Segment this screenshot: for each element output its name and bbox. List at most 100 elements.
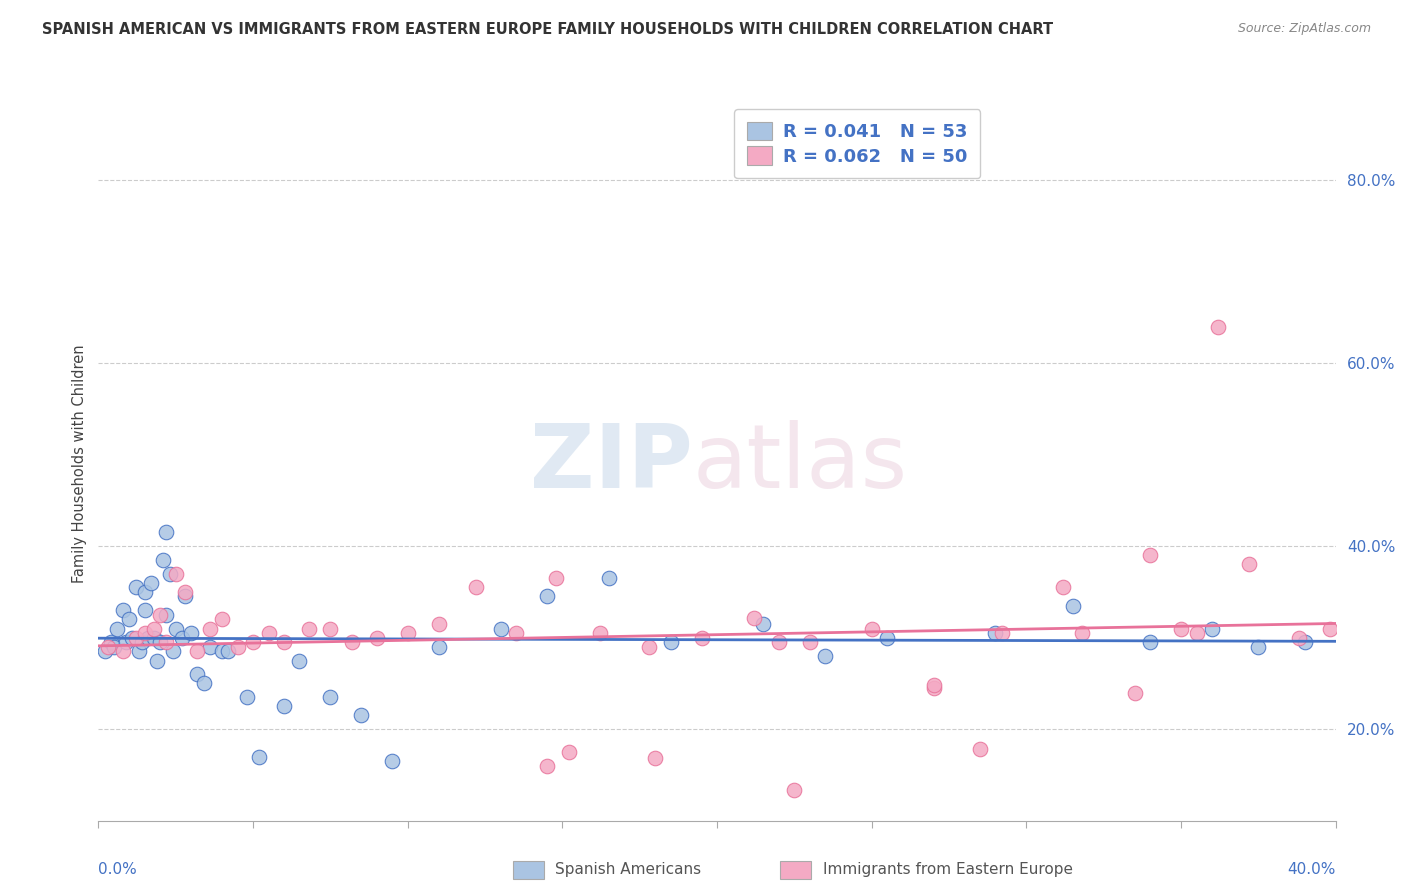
Point: [149, 607, 172, 622]
Point: [969, 742, 991, 756]
Point: [350, 708, 373, 723]
Point: [288, 654, 311, 668]
Point: [180, 626, 202, 640]
Point: [427, 616, 450, 631]
Point: [97, 640, 120, 654]
Point: [536, 758, 558, 772]
Point: [174, 585, 197, 599]
Point: [990, 626, 1012, 640]
Point: [247, 749, 270, 764]
Point: [1071, 626, 1094, 640]
Point: [198, 640, 221, 654]
Point: [211, 612, 233, 626]
Point: [1319, 622, 1341, 636]
Point: [799, 635, 821, 649]
Point: [860, 622, 883, 636]
Point: [103, 640, 125, 654]
Point: [112, 644, 135, 658]
Point: [536, 590, 558, 604]
Point: [159, 566, 181, 581]
Point: [366, 631, 388, 645]
Point: [1237, 558, 1260, 572]
Point: [155, 635, 177, 649]
Point: [115, 635, 138, 649]
Point: [198, 622, 221, 636]
Point: [193, 676, 215, 690]
Point: [162, 644, 184, 658]
Text: SPANISH AMERICAN VS IMMIGRANTS FROM EASTERN EUROPE FAMILY HOUSEHOLDS WITH CHILDR: SPANISH AMERICAN VS IMMIGRANTS FROM EAST…: [42, 22, 1053, 37]
Point: [638, 640, 661, 654]
Point: [1170, 622, 1192, 636]
Text: 0.0%: 0.0%: [98, 863, 138, 877]
Point: [1052, 580, 1074, 594]
Point: [139, 575, 162, 590]
Point: [1206, 319, 1229, 334]
Point: [1201, 622, 1223, 636]
Text: 40.0%: 40.0%: [1288, 863, 1336, 877]
Point: [1185, 626, 1208, 640]
Point: [226, 640, 249, 654]
Point: [174, 590, 197, 604]
Point: [396, 626, 419, 640]
Point: [381, 754, 404, 768]
Point: [922, 681, 945, 695]
Point: [134, 603, 156, 617]
Point: [659, 635, 682, 649]
Point: [319, 690, 342, 705]
Point: [752, 616, 775, 631]
Point: [546, 571, 568, 585]
Point: [427, 640, 450, 654]
Point: [211, 644, 233, 658]
Text: Source: ZipAtlas.com: Source: ZipAtlas.com: [1237, 22, 1371, 36]
Point: [598, 571, 620, 585]
Point: [136, 631, 159, 645]
Point: [1123, 685, 1146, 699]
Point: [489, 622, 512, 636]
Point: [1247, 640, 1270, 654]
Point: [146, 654, 169, 668]
Point: [170, 631, 193, 645]
Point: [557, 745, 579, 759]
Point: [1288, 631, 1310, 645]
Point: [128, 644, 150, 658]
Point: [186, 644, 208, 658]
Point: [93, 644, 115, 658]
Point: [121, 631, 143, 645]
Point: [1139, 549, 1161, 563]
Point: [152, 553, 174, 567]
Point: [783, 783, 806, 797]
Point: [298, 622, 321, 636]
Point: [922, 678, 945, 692]
Text: atlas: atlas: [692, 420, 907, 508]
Point: [112, 603, 135, 617]
Point: [257, 626, 280, 640]
Point: [242, 635, 264, 649]
Point: [124, 580, 146, 594]
Point: [100, 635, 122, 649]
Point: [1139, 635, 1161, 649]
Text: Immigrants from Eastern Europe: Immigrants from Eastern Europe: [823, 863, 1073, 877]
Point: [217, 644, 239, 658]
Point: [143, 622, 166, 636]
Point: [134, 585, 156, 599]
Point: [984, 626, 1007, 640]
Point: [105, 622, 128, 636]
Text: Spanish Americans: Spanish Americans: [555, 863, 702, 877]
Point: [814, 648, 837, 663]
Point: [236, 690, 259, 705]
Point: [131, 635, 153, 649]
Point: [505, 626, 527, 640]
Point: [768, 635, 790, 649]
Point: [155, 525, 177, 540]
Legend: R = 0.041   N = 53, R = 0.062   N = 50: R = 0.041 N = 53, R = 0.062 N = 50: [734, 109, 980, 178]
Point: [644, 751, 666, 765]
Point: [273, 635, 295, 649]
Point: [1294, 635, 1316, 649]
Point: [742, 610, 765, 624]
Point: [1062, 599, 1084, 613]
Point: [186, 667, 208, 681]
Point: [273, 699, 295, 714]
Point: [165, 566, 187, 581]
Point: [876, 631, 898, 645]
Point: [118, 612, 141, 626]
